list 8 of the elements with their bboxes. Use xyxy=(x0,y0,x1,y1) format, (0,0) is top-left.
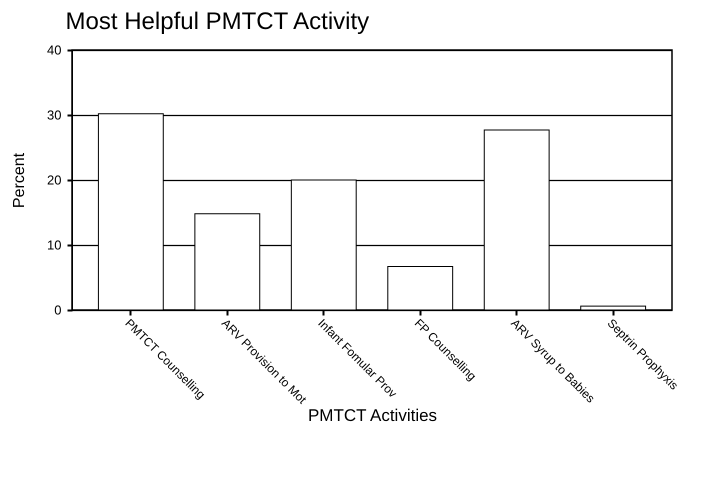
y-tick-label: 10 xyxy=(47,238,62,252)
y-tick-label: 0 xyxy=(54,302,62,318)
y-axis-title: Percent xyxy=(11,152,28,208)
y-tick-label: 20 xyxy=(47,172,62,188)
chart-title: Most Helpful PMTCT Activity xyxy=(66,8,370,35)
y-tick-label: 40 xyxy=(47,42,62,58)
x-axis-title: PMTCT Activities xyxy=(308,406,438,425)
y-tick-label: 30 xyxy=(47,108,62,122)
